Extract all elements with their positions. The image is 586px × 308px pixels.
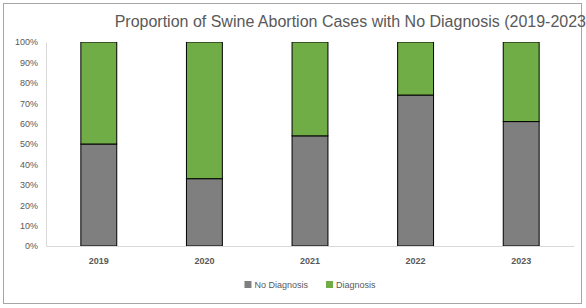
bar — [503, 122, 539, 246]
bar — [186, 179, 222, 246]
bar — [292, 136, 328, 246]
x-tick: 2021 — [300, 246, 320, 266]
legend-item: No Diagnosis — [244, 280, 308, 290]
x-tick-label: 2022 — [406, 256, 426, 266]
chart-frame — [4, 4, 582, 304]
y-tick-label: 70% — [20, 99, 38, 109]
legend-swatch — [326, 281, 333, 288]
y-axis: 0% 10% 20% 30% 40% 50% 60% 70% 80% 90% 100% — [15, 37, 47, 251]
y-tick-label: 30% — [20, 180, 38, 190]
legend-item: Diagnosis — [326, 280, 376, 290]
plot: 0% 10% 20% 30% 40% 50% 60% 70% 80% 90% 100% 2019 202… — [15, 37, 575, 266]
y-tick: 90% — [20, 58, 46, 68]
x-axis-line — [47, 246, 575, 247]
y-axis-line — [46, 43, 47, 247]
x-tick-label: 2021 — [300, 256, 320, 266]
legend-label: Diagnosis — [336, 280, 376, 290]
x-tick: 2019 — [89, 246, 109, 266]
y-tick: 70% — [20, 99, 46, 109]
bar — [398, 42, 434, 95]
bar — [503, 42, 539, 122]
y-tick: 30% — [20, 180, 46, 190]
chart: Proportion of Swine Abortion Cases with … — [0, 0, 586, 308]
y-tick: 50% — [20, 139, 46, 149]
x-tick: 2022 — [406, 246, 426, 266]
x-tick-label: 2020 — [194, 256, 214, 266]
y-tick-label: 40% — [20, 160, 38, 170]
y-tick: 0% — [25, 241, 46, 251]
x-tick: 2020 — [194, 246, 214, 266]
y-tick: 60% — [20, 119, 46, 129]
title: Proportion of Swine Abortion Cases with … — [115, 13, 586, 30]
y-tick-label: 20% — [20, 201, 38, 211]
y-tick-label: 0% — [25, 241, 38, 251]
y-tick-label: 90% — [20, 58, 38, 68]
bars — [81, 42, 539, 246]
legend-swatch — [244, 281, 251, 288]
y-tick-label: 10% — [20, 221, 38, 231]
bar — [81, 42, 117, 144]
y-tick-label: 80% — [20, 78, 38, 88]
bar — [81, 144, 117, 246]
bar — [398, 95, 434, 246]
bar — [292, 42, 328, 136]
y-tick-label: 100% — [15, 37, 38, 47]
x-tick-label: 2019 — [89, 256, 109, 266]
x-tick: 2023 — [511, 246, 531, 266]
legend: No Diagnosis Diagnosis — [244, 280, 376, 290]
y-tick: 80% — [20, 78, 46, 88]
y-tick: 40% — [20, 160, 46, 170]
y-tick: 20% — [20, 201, 46, 211]
y-tick-label: 50% — [20, 139, 38, 149]
y-tick: 10% — [20, 221, 46, 231]
y-tick-label: 60% — [20, 119, 38, 129]
y-tick: 100% — [15, 37, 46, 47]
x-tick-label: 2023 — [511, 256, 531, 266]
legend-label: No Diagnosis — [254, 280, 308, 290]
bar — [186, 42, 222, 179]
x-axis: 2019 2020 2021 2022 2023 — [47, 246, 575, 266]
